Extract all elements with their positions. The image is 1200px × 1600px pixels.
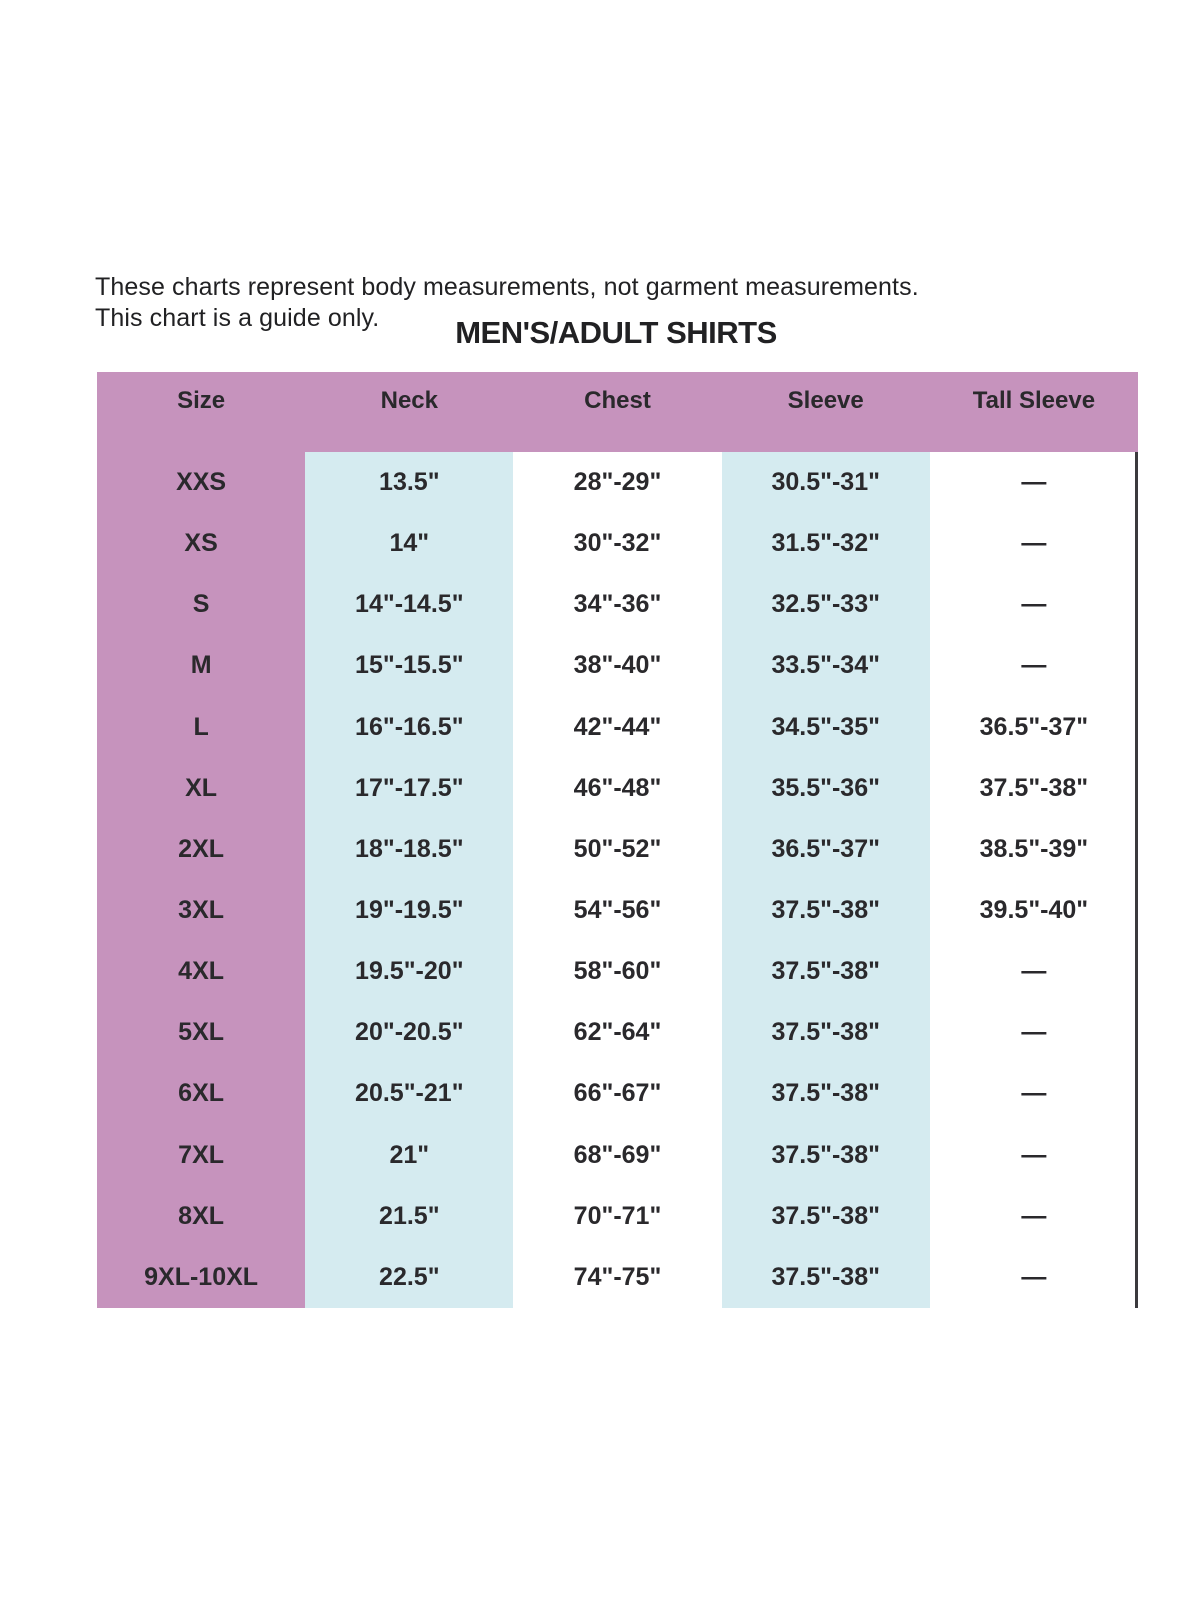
size-cell: XL bbox=[97, 757, 306, 819]
value-cell: 28"-29" bbox=[573, 468, 662, 497]
value-cell: 31.5"-32" bbox=[721, 513, 930, 575]
size-cell: XS bbox=[97, 513, 306, 575]
table-row: 9XL-10XL 22.5" 74"-75" 37.5"-38" — bbox=[97, 1246, 1138, 1308]
table-header-row: Size Neck Chest Sleeve Tall Sleeve bbox=[97, 372, 1138, 452]
value-cell: 46"-48" bbox=[573, 773, 662, 802]
value-cell: 32.5"-33" bbox=[721, 574, 930, 636]
value-cell: 37.5"-38" bbox=[721, 1063, 930, 1125]
header-cell-tall-sleeve: Tall Sleeve bbox=[972, 387, 1096, 414]
value-cell: 38"-40" bbox=[573, 651, 662, 680]
value-cell: 37.5"-38" bbox=[721, 1185, 930, 1247]
intro-note: These charts represent body measurements… bbox=[95, 272, 919, 334]
size-cell: S bbox=[97, 574, 306, 636]
table-row: 4XL 19.5"-20" 58"-60" 37.5"-38" — bbox=[97, 941, 1138, 1003]
value-cell: 17"-17.5" bbox=[305, 757, 514, 819]
size-cell: 2XL bbox=[97, 818, 306, 880]
value-cell: — bbox=[1021, 529, 1047, 558]
size-cell: 6XL bbox=[97, 1063, 306, 1125]
value-cell: 18"-18.5" bbox=[305, 818, 514, 880]
value-cell: 13.5" bbox=[305, 452, 514, 514]
value-cell: 38.5"-39" bbox=[979, 834, 1089, 863]
value-cell: 19"-19.5" bbox=[305, 879, 514, 942]
value-cell: 14" bbox=[305, 513, 514, 575]
size-cell: 5XL bbox=[97, 1002, 306, 1064]
value-cell: 74"-75" bbox=[573, 1262, 662, 1291]
note-line-1: These charts represent body measurements… bbox=[95, 273, 919, 301]
table-row: XS 14" 30"-32" 31.5"-32" — bbox=[97, 513, 1138, 575]
value-cell: 70"-71" bbox=[573, 1201, 662, 1230]
value-cell: 33.5"-34" bbox=[721, 635, 930, 697]
value-cell: 42"-44" bbox=[573, 712, 662, 741]
value-cell: 37.5"-38" bbox=[979, 773, 1089, 802]
table-row: S 14"-14.5" 34"-36" 32.5"-33" — bbox=[97, 574, 1138, 636]
value-cell: — bbox=[1021, 957, 1047, 986]
value-cell: — bbox=[1021, 1140, 1047, 1169]
table-row: L 16"-16.5" 42"-44" 34.5"-35" 36.5"-37" bbox=[97, 696, 1138, 758]
size-cell: XXS bbox=[97, 452, 306, 514]
value-cell: 36.5"-37" bbox=[721, 818, 930, 880]
value-cell: 16"-16.5" bbox=[305, 696, 514, 758]
value-cell: 62"-64" bbox=[573, 1018, 662, 1047]
value-cell: 50"-52" bbox=[573, 834, 662, 863]
value-cell: 68"-69" bbox=[573, 1140, 662, 1169]
value-cell: 36.5"-37" bbox=[979, 712, 1089, 741]
value-cell: — bbox=[1021, 468, 1047, 497]
value-cell: — bbox=[1021, 651, 1047, 680]
chart-title: MEN'S/ADULT SHIRTS bbox=[455, 315, 777, 350]
header-cell-size: Size bbox=[177, 387, 226, 414]
value-cell: 66"-67" bbox=[573, 1079, 662, 1108]
size-cell: 9XL-10XL bbox=[97, 1246, 306, 1308]
header-cell-sleeve: Sleeve bbox=[787, 387, 864, 414]
value-cell: — bbox=[1021, 1018, 1047, 1047]
table-row: 2XL 18"-18.5" 50"-52" 36.5"-37" 38.5"-39" bbox=[97, 818, 1138, 880]
table-right-border bbox=[1135, 452, 1138, 1308]
value-cell: — bbox=[1021, 1079, 1047, 1108]
value-cell: 21" bbox=[305, 1124, 514, 1186]
table-body: XXS 13.5" 28"-29" 30.5"-31" — XS 14" 30"-32" 31.… bbox=[97, 452, 1138, 1308]
value-cell: 34"-36" bbox=[573, 590, 662, 619]
table-row: 5XL 20"-20.5" 62"-64" 37.5"-38" — bbox=[97, 1002, 1138, 1064]
table-row: 6XL 20.5"-21" 66"-67" 37.5"-38" — bbox=[97, 1063, 1138, 1125]
table-row: 7XL 21" 68"-69" 37.5"-38" — bbox=[97, 1124, 1138, 1186]
value-cell: 39.5"-40" bbox=[979, 896, 1089, 925]
value-cell: — bbox=[1021, 1262, 1047, 1291]
value-cell: 30.5"-31" bbox=[721, 452, 930, 514]
size-cell: 7XL bbox=[97, 1124, 306, 1186]
table-row: 8XL 21.5" 70"-71" 37.5"-38" — bbox=[97, 1185, 1138, 1247]
value-cell: 30"-32" bbox=[573, 529, 662, 558]
size-cell: M bbox=[97, 635, 306, 697]
table-row: M 15"-15.5" 38"-40" 33.5"-34" — bbox=[97, 635, 1138, 697]
value-cell: 14"-14.5" bbox=[305, 574, 514, 636]
size-cell: 8XL bbox=[97, 1185, 306, 1247]
value-cell: 15"-15.5" bbox=[305, 635, 514, 697]
value-cell: — bbox=[1021, 1201, 1047, 1230]
value-cell: 37.5"-38" bbox=[721, 1124, 930, 1186]
value-cell: — bbox=[1021, 590, 1047, 619]
table-row: XL 17"-17.5" 46"-48" 35.5"-36" 37.5"-38" bbox=[97, 757, 1138, 819]
size-cell: L bbox=[97, 696, 306, 758]
value-cell: 37.5"-38" bbox=[721, 879, 930, 942]
value-cell: 20"-20.5" bbox=[305, 1002, 514, 1064]
value-cell: 19.5"-20" bbox=[305, 941, 514, 1003]
value-cell: 20.5"-21" bbox=[305, 1063, 514, 1125]
value-cell: 22.5" bbox=[305, 1246, 514, 1308]
value-cell: 37.5"-38" bbox=[721, 1246, 930, 1308]
size-cell: 3XL bbox=[97, 879, 306, 942]
value-cell: 37.5"-38" bbox=[721, 941, 930, 1003]
table-row: XXS 13.5" 28"-29" 30.5"-31" — bbox=[97, 452, 1138, 514]
header-cell-chest: Chest bbox=[584, 387, 651, 414]
value-cell: 37.5"-38" bbox=[721, 1002, 930, 1064]
value-cell: 34.5"-35" bbox=[721, 696, 930, 758]
header-cell-neck: Neck bbox=[380, 387, 438, 414]
size-cell: 4XL bbox=[97, 941, 306, 1003]
note-line-2: This chart is a guide only. bbox=[95, 304, 380, 332]
value-cell: 58"-60" bbox=[573, 957, 662, 986]
value-cell: 35.5"-36" bbox=[721, 757, 930, 819]
value-cell: 21.5" bbox=[305, 1185, 514, 1247]
size-table: Size Neck Chest Sleeve Tall Sleeve XXS 13… bbox=[97, 372, 1138, 1308]
value-cell: 54"-56" bbox=[573, 896, 662, 925]
table-row: 3XL 19"-19.5" 54"-56" 37.5"-38" 39.5"-40" bbox=[97, 879, 1138, 942]
